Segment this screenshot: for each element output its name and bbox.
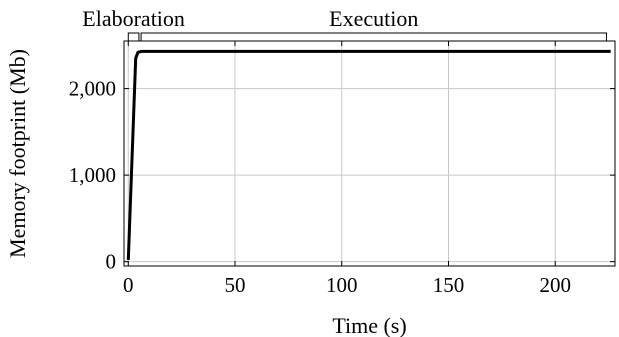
x-tick-label: 150 (433, 273, 465, 297)
x-tick-label: 50 (225, 273, 246, 297)
y-tick-label: 1,000 (69, 163, 116, 187)
y-tick-label: 2,000 (69, 77, 116, 101)
y-axis-label: Memory footprint (Mb) (5, 49, 30, 258)
phase-bracket (140, 32, 607, 41)
x-tick-label: 200 (539, 273, 571, 297)
phase-label: Execution (329, 6, 418, 31)
grid (124, 41, 615, 266)
y-tick-label: 0 (106, 250, 117, 274)
x-tick-label: 0 (123, 273, 134, 297)
x-tick-label: 100 (326, 273, 358, 297)
phase-bracket (127, 32, 140, 41)
series-group (126, 49, 611, 260)
phase-label: Elaboration (82, 6, 185, 31)
x-axis-label: Time (s) (332, 313, 406, 337)
y-axis-ticks: 0 1,000 2,000 (69, 77, 615, 274)
series-line (126, 49, 611, 260)
plot-frame (123, 40, 616, 267)
x-axis-ticks: 0 50 100 150 200 (123, 41, 571, 297)
phase-brackets: Elaboration Execution (82, 6, 607, 41)
